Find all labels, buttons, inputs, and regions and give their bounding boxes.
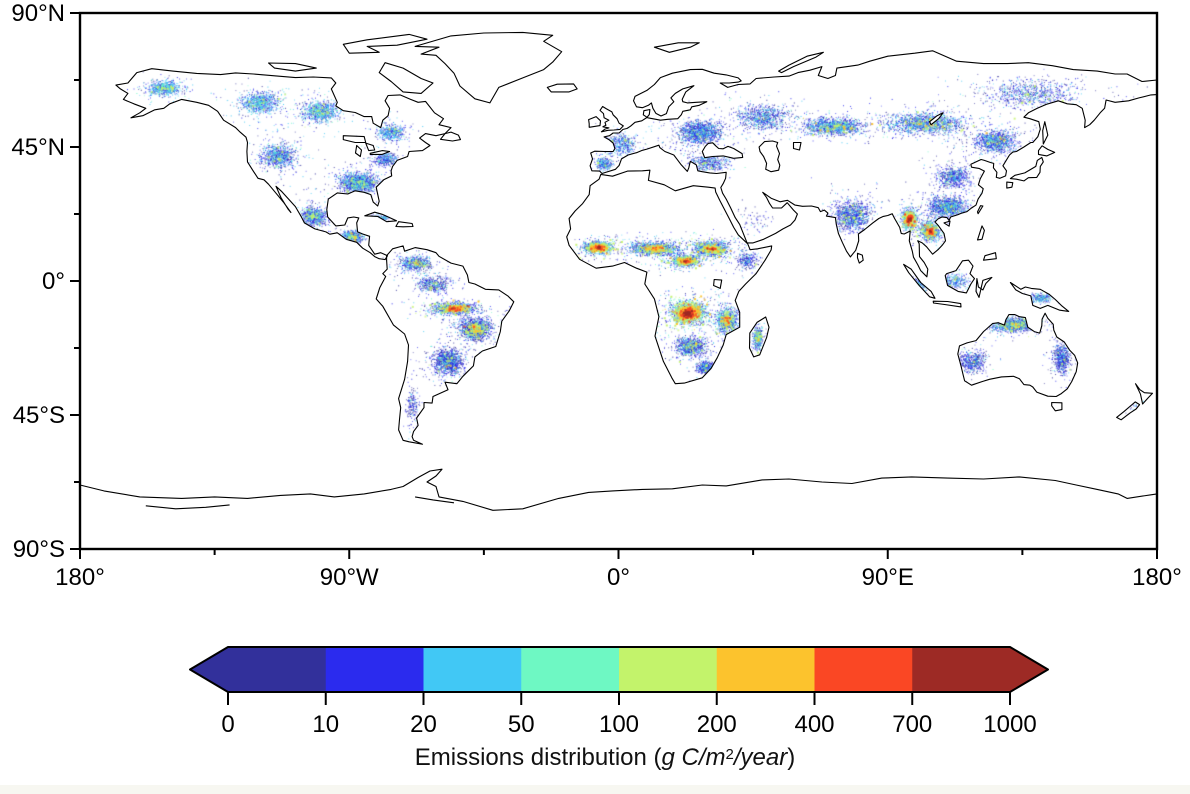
colorbar-tick-label: 700 [892,711,932,738]
coastline-path [546,83,578,93]
coastline-path [1051,401,1063,412]
coastline-path [903,263,936,299]
antarctica-coastline [79,468,1158,511]
colorbar-segment [912,647,1011,692]
colorbar-segment [325,647,424,692]
coastline-path [932,300,962,308]
coastline-path [778,51,824,74]
lake-outline [369,150,391,155]
coastline-path [943,220,951,227]
colorbar-tick-labels: 0 10 20 50 100 200 400 700 1000 [221,711,1036,738]
coastline-path [375,245,515,445]
bottom-strip [0,785,1190,794]
map-frame [78,11,1159,551]
colorbar: 0 10 20 50 100 200 400 700 1000 [189,646,1049,738]
coastline-path [414,31,563,104]
colorbar-tick-label: 200 [697,711,737,738]
lake-outline [792,141,802,151]
x-axis-tick-label: 0° [607,564,630,591]
x-axis-tick-label: 90°E [862,564,914,591]
colorbar-label-suffix: ) [787,744,796,771]
y-axis-tick-label: 0° [42,268,65,295]
axis-ticks [70,12,1158,559]
coastline-path [395,221,414,228]
colorbar-label: Emissions distribution (g C/m2/year) [0,744,1190,772]
x-axis-tick-label: 180° [55,564,105,591]
colorbar-right-arrow [1010,647,1048,692]
lake-outline [713,278,723,289]
colorbar-tick-label: 10 [312,711,339,738]
coastline-path [1009,281,1070,312]
y-axis-tick-label: 45°S [13,402,65,429]
colorbar-tick-label: 20 [410,711,437,738]
colorbar-ticks [227,692,1011,705]
y-axis-tick-label: 45°N [11,134,65,161]
coastline-path [566,169,773,385]
antarctica-coastline [145,504,230,510]
colorbar-segment [619,647,718,692]
x-axis-tick-label: 180° [1132,564,1182,591]
y-axis-tick-label: 90°S [13,536,65,563]
coastline-path [976,205,984,215]
coastline-path [589,50,1158,278]
coastline-path [439,131,462,142]
y-axis-tick-label: 90°N [11,0,65,27]
lake-outline [929,112,944,126]
lake-outline [701,142,744,159]
colorbar-segments [228,647,1011,692]
coastline-path [1134,383,1154,405]
coastline-path [342,33,428,54]
coastline-path [1116,401,1141,421]
colorbar-segment [716,647,815,692]
lake-outline [365,142,376,152]
colorbar-segment [228,647,327,692]
coastline-path [267,62,317,72]
lake-outline [758,140,781,173]
colorbar-tick-label: 400 [794,711,834,738]
coastline-path [115,68,452,261]
coastline-path [1009,156,1044,182]
coastline-path [1037,145,1056,157]
coastline-path [653,42,700,53]
colorbar-segment [521,647,620,692]
coastline-path [364,211,398,223]
colorbar-tick-label: 0 [221,711,234,738]
coastline-path [957,312,1079,398]
colorbar-label-superscript: 2 [725,746,734,763]
coastline-path [944,259,976,294]
lake-outline [354,144,363,158]
colorbar-label-units-1: g C/m [661,744,726,771]
coastline-path [975,276,993,298]
lake-outline [342,135,367,144]
coastline-path [1006,181,1014,189]
colorbar-label-units-2: /year [733,744,788,771]
colorbar-tick-label: 100 [599,711,639,738]
x-axis-tick-label: 90°W [320,564,379,591]
antarctica-coastline [415,496,455,504]
colorbar-label-prefix: Emissions distribution ( [414,744,662,771]
coastline-path [1042,121,1049,145]
coastline-path [856,252,864,264]
coastline-path [976,225,985,241]
coastline-path [588,116,602,128]
coastline-path [982,252,997,261]
colorbar-tick-label: 1000 [983,711,1036,738]
colorbar-left-arrow [190,647,228,692]
colorbar-tick-label: 50 [508,711,535,738]
coastline-path [599,105,624,133]
colorbar-segment [814,647,913,692]
coastlines [79,31,1158,511]
colorbar-segment [423,647,522,692]
coastline-path [748,316,770,358]
coastline-path [378,62,434,94]
